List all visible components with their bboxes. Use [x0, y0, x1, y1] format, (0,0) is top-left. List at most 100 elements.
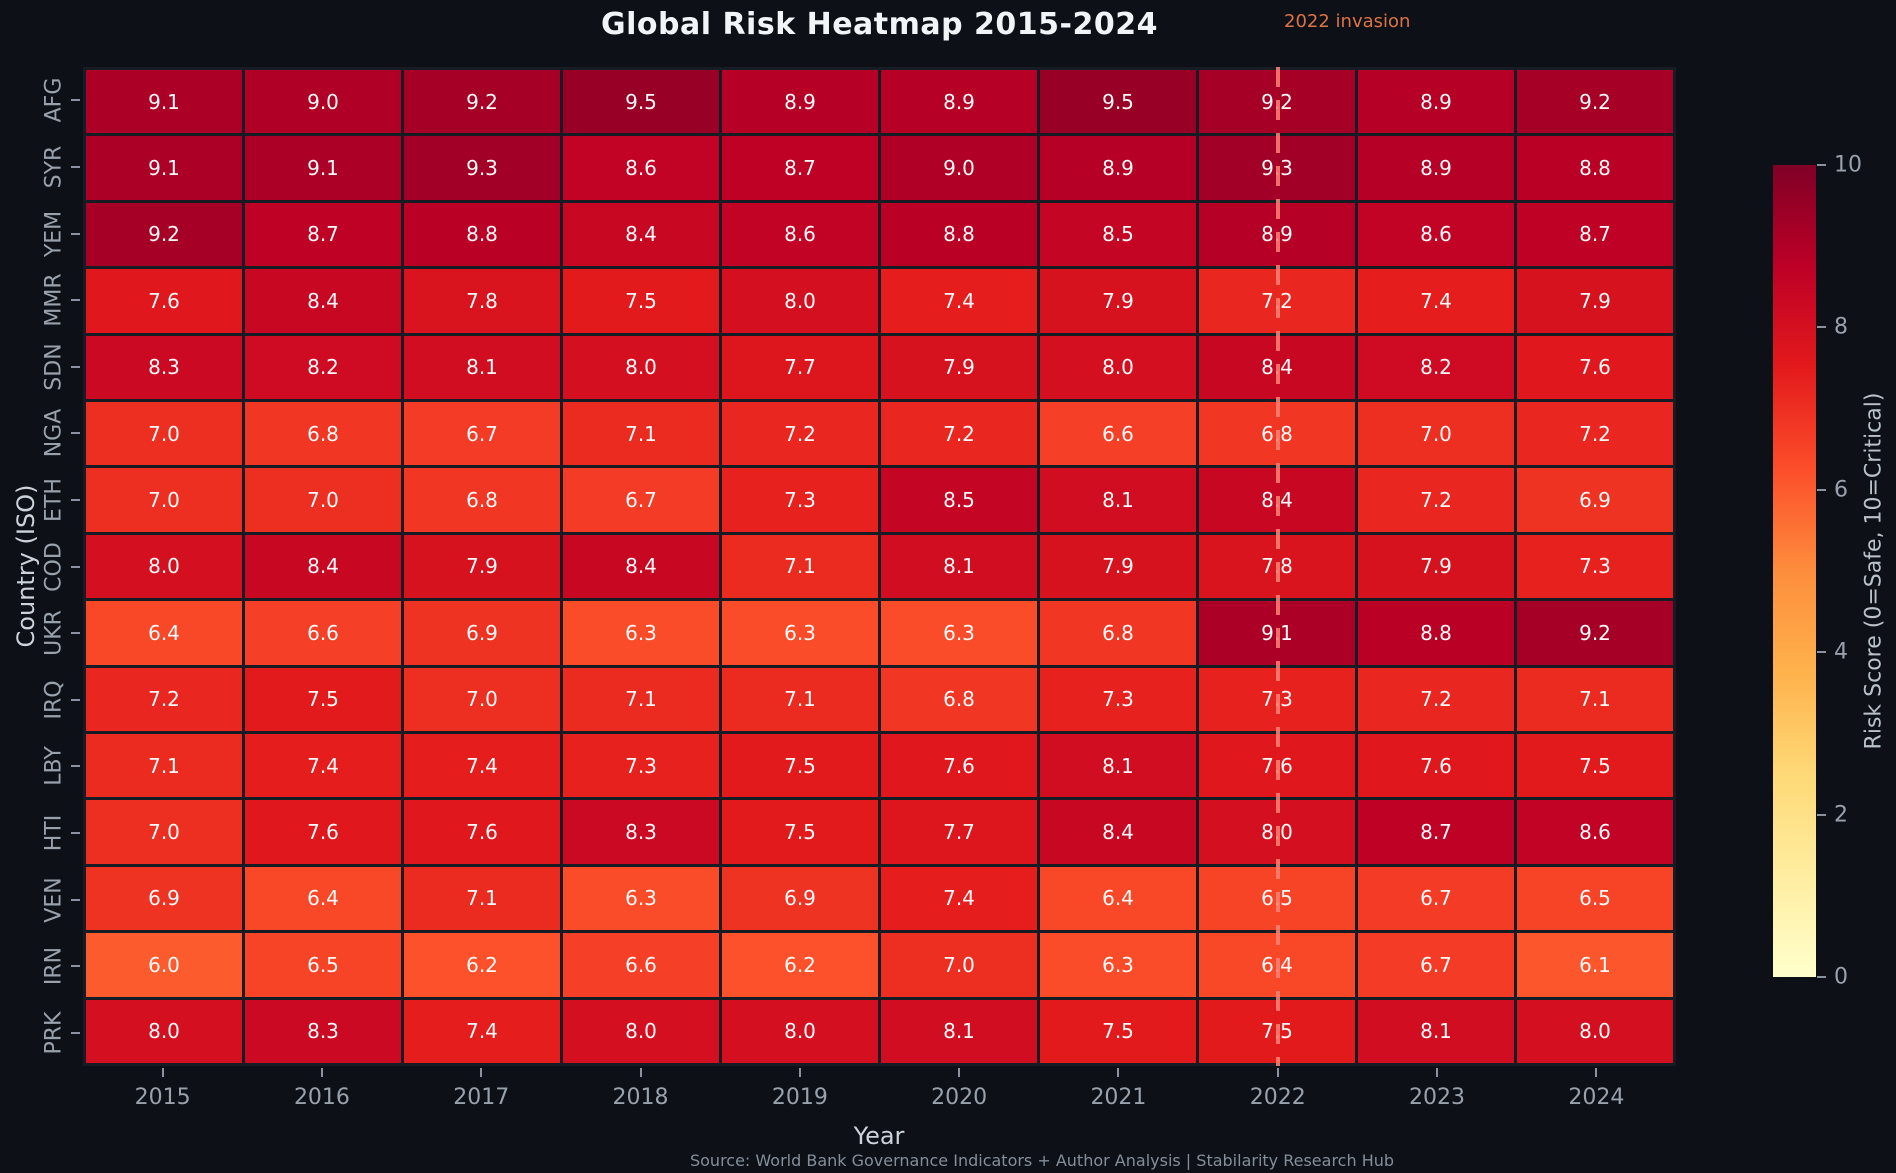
heatmap-cell-NGA-2023: 7.0: [1358, 402, 1514, 466]
heatmap-cell-UKR-2024: 9.2: [1517, 601, 1673, 665]
heatmap-cell-IRN-2017: 6.2: [404, 933, 560, 997]
heatmap-cell-MMR-2019: 8.0: [722, 269, 878, 333]
x-tick-label-2020: 2020: [931, 1085, 988, 1110]
heatmap-cell-COD-2015: 8.0: [86, 534, 242, 599]
y-tick-mark-MMR: [71, 299, 80, 302]
heatmap-cell-HTI-2017: 7.6: [404, 800, 560, 864]
heatmap-cell-SYR-2018: 8.6: [563, 136, 719, 200]
heatmap-cell-SYR-2024: 8.8: [1517, 136, 1673, 200]
heatmap-cell-PRK-2023: 8.1: [1358, 999, 1514, 1063]
heatmap-cell-AFG-2021: 9.5: [1040, 70, 1196, 134]
x-tick-mark-2018: [639, 1068, 642, 1077]
heatmap-cell-IRN-2018: 6.6: [563, 933, 719, 997]
colorbar-tick-mark-6: [1817, 488, 1826, 491]
heatmap-cell-HTI-2023: 8.7: [1358, 800, 1514, 864]
heatmap-cell-COD-2023: 7.9: [1358, 534, 1514, 599]
heatmap-cell-NGA-2024: 7.2: [1517, 402, 1673, 466]
heatmap-cell-IRN-2021: 6.3: [1040, 933, 1196, 997]
x-tick-label-2019: 2019: [771, 1085, 828, 1110]
x-tick-mark-2015: [161, 1068, 164, 1077]
heatmap-cell-SYR-2020: 9.0: [881, 136, 1037, 200]
heatmap-cell-COD-2017: 7.9: [404, 534, 560, 599]
y-tick-mark-AFG: [71, 99, 80, 102]
heatmap-cell-YEM-2015: 9.2: [86, 202, 242, 267]
heatmap-cell-SDN-2017: 8.1: [404, 335, 560, 399]
colorbar-tick-label-4: 4: [1834, 639, 1848, 665]
y-tick-mark-HTI: [71, 831, 80, 834]
x-tick-label-2023: 2023: [1409, 1085, 1466, 1110]
heatmap-cell-IRQ-2018: 7.1: [563, 667, 719, 731]
heatmap-cell-LBY-2024: 7.5: [1517, 734, 1673, 798]
heatmap-cell-AFG-2023: 8.9: [1358, 70, 1514, 134]
colorbar-tick-mark-8: [1817, 326, 1826, 329]
heatmap-cell-MMR-2021: 7.9: [1040, 269, 1196, 333]
heatmap-cell-ETH-2023: 7.2: [1358, 468, 1514, 532]
y-tick-label-ETH: ETH: [41, 477, 67, 522]
heatmap-cell-PRK-2015: 8.0: [86, 999, 242, 1063]
x-tick-mark-2024: [1595, 1068, 1598, 1077]
heatmap-cell-AFG-2016: 9.0: [245, 70, 401, 134]
y-tick-label-MMR: MMR: [41, 273, 67, 327]
heatmap-cell-ETH-2018: 6.7: [563, 468, 719, 532]
y-axis-title: Country (ISO): [12, 484, 40, 648]
heatmap-cell-SDN-2015: 8.3: [86, 335, 242, 399]
heatmap-cell-HTI-2016: 7.6: [245, 800, 401, 864]
heatmap-cell-NGA-2019: 7.2: [722, 402, 878, 466]
heatmap-cell-AFG-2015: 9.1: [86, 70, 242, 134]
heatmap-cell-ETH-2015: 7.0: [86, 468, 242, 532]
x-tick-label-2016: 2016: [293, 1085, 350, 1110]
heatmap-cell-UKR-2019: 6.3: [722, 601, 878, 665]
heatmap-cell-SDN-2024: 7.6: [1517, 335, 1673, 399]
colorbar-tick-label-6: 6: [1834, 477, 1848, 503]
heatmap-cell-IRN-2016: 6.5: [245, 933, 401, 997]
heatmap-cell-NGA-2016: 6.8: [245, 402, 401, 466]
heatmap-cell-MMR-2017: 7.8: [404, 269, 560, 333]
y-tick-mark-NGA: [71, 432, 80, 435]
heatmap-cell-UKR-2015: 6.4: [86, 601, 242, 665]
heatmap-cell-UKR-2017: 6.9: [404, 601, 560, 665]
y-tick-label-NGA: NGA: [41, 409, 67, 458]
y-tick-label-PRK: PRK: [41, 1011, 67, 1055]
heatmap-cell-IRQ-2020: 6.8: [881, 667, 1037, 731]
y-tick-label-LBY: LBY: [41, 746, 67, 787]
heatmap-cell-SDN-2019: 7.7: [722, 335, 878, 399]
y-tick-label-IRN: IRN: [41, 946, 67, 986]
x-tick-label-2017: 2017: [453, 1085, 510, 1110]
heatmap-cell-PRK-2021: 7.5: [1040, 999, 1196, 1063]
heatmap-cell-VEN-2015: 6.9: [86, 866, 242, 931]
colorbar-label: Risk Score (0=Safe, 10=Critical): [1861, 392, 1887, 750]
heatmap-cell-LBY-2019: 7.5: [722, 734, 878, 798]
chart-title: Global Risk Heatmap 2015-2024: [600, 7, 1158, 42]
x-tick-mark-2022: [1276, 1068, 1279, 1077]
y-tick-mark-COD: [71, 565, 80, 568]
y-tick-label-IRQ: IRQ: [41, 680, 67, 720]
heatmap-cell-LBY-2015: 7.1: [86, 734, 242, 798]
heatmap-cell-UKR-2023: 8.8: [1358, 601, 1514, 665]
heatmap-cell-YEM-2018: 8.4: [563, 202, 719, 267]
y-tick-mark-SDN: [71, 365, 80, 368]
y-tick-label-COD: COD: [41, 541, 67, 592]
heatmap-cell-UKR-2020: 6.3: [881, 601, 1037, 665]
heatmap-cell-IRQ-2024: 7.1: [1517, 667, 1673, 731]
heatmap-cell-ETH-2024: 6.9: [1517, 468, 1673, 532]
vline-2022-invasion: [1275, 67, 1280, 1066]
heatmap-cell-SYR-2016: 9.1: [245, 136, 401, 200]
heatmap-cell-AFG-2017: 9.2: [404, 70, 560, 134]
heatmap-cell-IRN-2019: 6.2: [722, 933, 878, 997]
source-caption: Source: World Bank Governance Indicators…: [689, 1151, 1395, 1170]
heatmap-cell-IRQ-2016: 7.5: [245, 667, 401, 731]
heatmap-cell-VEN-2021: 6.4: [1040, 866, 1196, 931]
heatmap-cell-IRQ-2021: 7.3: [1040, 667, 1196, 731]
heatmap-cell-COD-2024: 7.3: [1517, 534, 1673, 599]
x-tick-label-2021: 2021: [1090, 1085, 1147, 1110]
heatmap-cell-ETH-2017: 6.8: [404, 468, 560, 532]
heatmap-cell-IRN-2024: 6.1: [1517, 933, 1673, 997]
y-tick-label-AFG: AFG: [41, 77, 67, 123]
colorbar-tick-mark-2: [1817, 813, 1826, 816]
colorbar-tick-label-2: 2: [1834, 802, 1848, 828]
y-tick-mark-PRK: [71, 1031, 80, 1034]
heatmap-cell-UKR-2018: 6.3: [563, 601, 719, 665]
colorbar-tick-label-0: 0: [1834, 964, 1848, 990]
heatmap-cell-VEN-2016: 6.4: [245, 866, 401, 931]
heatmap-cell-YEM-2024: 8.7: [1517, 202, 1673, 267]
